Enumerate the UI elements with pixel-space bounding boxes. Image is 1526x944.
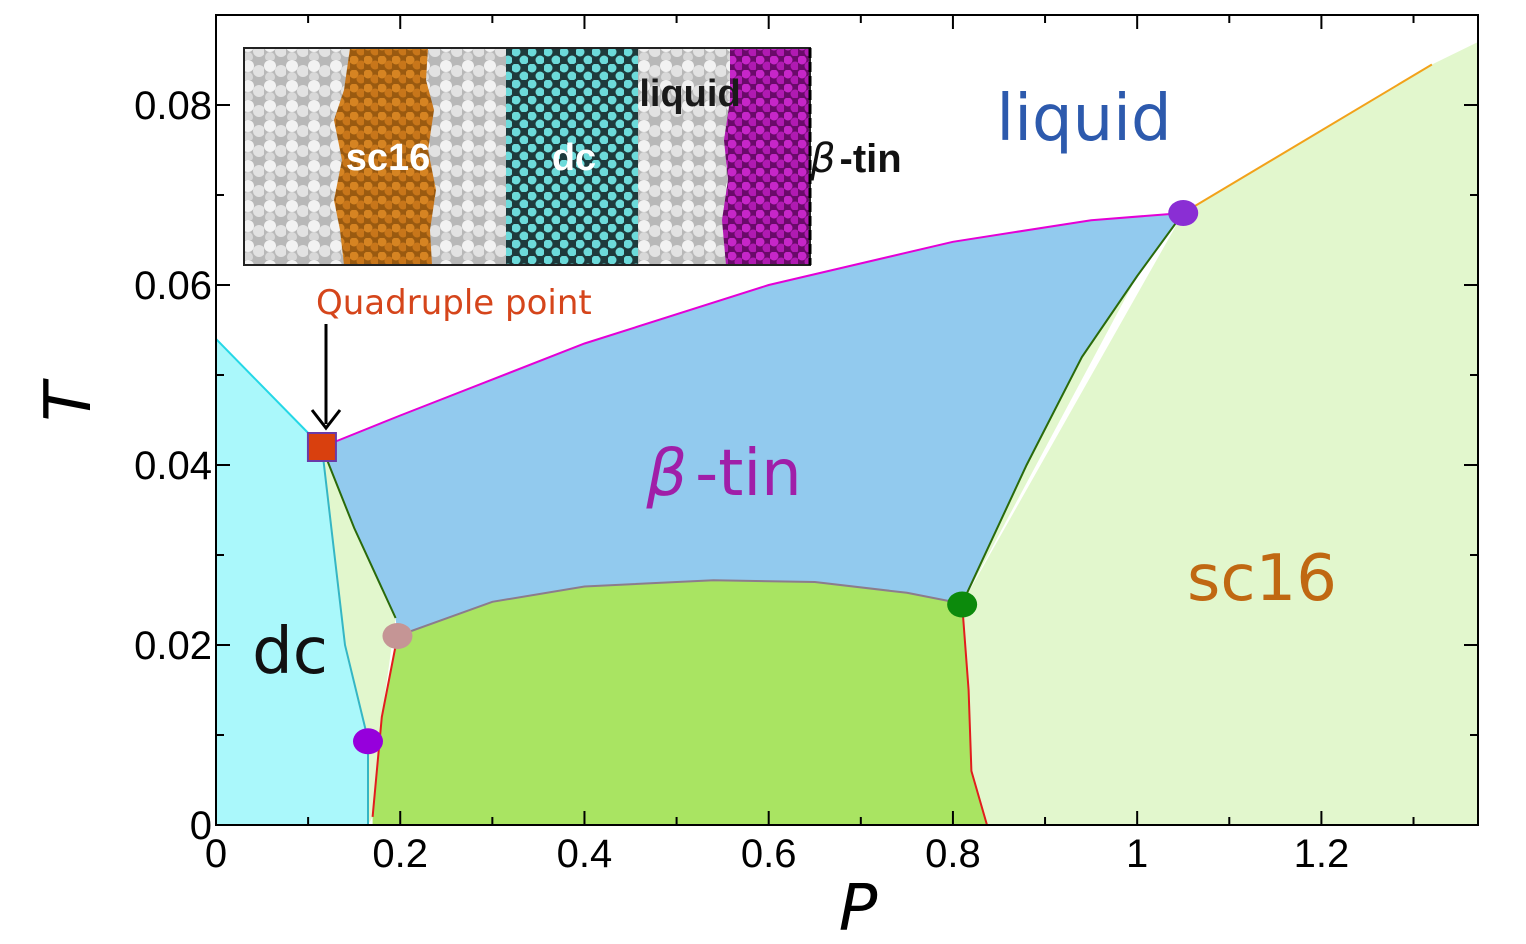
triple-liquid-sc16-point: [1168, 200, 1199, 226]
y-tick-label: 0.06: [134, 264, 212, 308]
inset-dc-slab: [506, 48, 638, 265]
sc16-label: sc16: [1187, 542, 1337, 616]
beta-tin-green-boundary: [397, 579, 963, 637]
beta-tin-sc16-right-boundary: [961, 212, 1185, 605]
y-tick-label: 0: [190, 804, 212, 848]
green-phase-region: [372, 580, 988, 825]
y-tick-label: 0.04: [134, 444, 212, 488]
inset-sc16-slab: [334, 48, 436, 265]
y-tick-label: 0.08: [134, 84, 212, 128]
quadruple-point: [306, 432, 337, 462]
x-tick-label: 0: [205, 832, 227, 876]
x-tick-label: 0.8: [925, 832, 981, 876]
plot-frame: [215, 14, 1479, 826]
quadruple-point-annotation: Quadruple point: [316, 283, 592, 323]
dc-region: [216, 339, 368, 825]
x-tick-label: 1.2: [1294, 832, 1350, 876]
y-tick-label: 0.02: [134, 624, 212, 668]
liquid-sc16-boundary: [1182, 63, 1433, 214]
inset-sc16-label: sc16: [346, 137, 431, 179]
beta-tin-region: [321, 213, 1184, 636]
quadruple-arrow: [310, 324, 342, 431]
x-tick-label: 0.4: [557, 832, 613, 876]
beta-tin-label: β -tin: [645, 437, 801, 511]
x-tick-label: 0.2: [372, 832, 428, 876]
beta-tin-sc16-left-boundary: [320, 446, 397, 619]
sc16-wedge-region: [321, 447, 396, 825]
triple-violet-point: [352, 728, 383, 755]
liquid-beta-tin-boundary: [321, 212, 1184, 448]
inset-beta-tin-slab: [722, 48, 810, 265]
liquid-label: liquid: [996, 82, 1171, 156]
inset-dc-label: dc: [552, 137, 596, 179]
sc16-region: [962, 42, 1478, 825]
x-axis-title: P: [839, 872, 878, 944]
x-tick-label: 1: [1126, 832, 1148, 876]
y-axis-title: T: [32, 378, 106, 422]
x-tick-label: 0.6: [741, 832, 797, 876]
simulation-inset: sc16 dc liquid β -tin: [243, 47, 902, 266]
green-sc16-right-boundary: [961, 603, 988, 825]
triple-green-right-point: [947, 591, 978, 618]
dc-label: dc: [252, 615, 328, 689]
inset-beta-tin-label: β -tin: [809, 136, 902, 182]
inset-liquid-label: liquid: [639, 73, 740, 115]
green-sc16-left-boundary: [371, 635, 399, 817]
dc-sc16-boundary: [320, 446, 369, 825]
triple-pink-point: [382, 623, 413, 649]
dc-liquid-boundary: [216, 338, 323, 448]
